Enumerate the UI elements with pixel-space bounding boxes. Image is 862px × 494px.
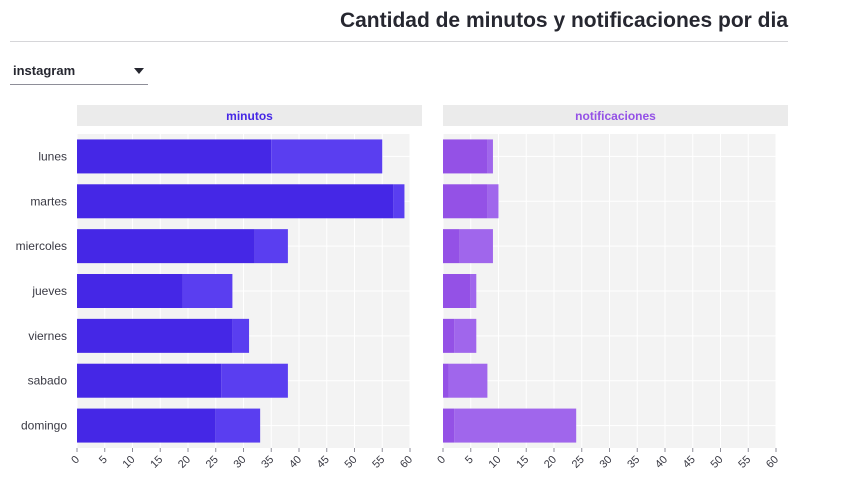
- x-tick-label-notificaciones: 35: [625, 454, 642, 471]
- x-tick-label-minutos: 35: [259, 454, 276, 471]
- bar-notificaciones-lunes-seg1: [487, 139, 493, 173]
- bar-minutos-sabado-seg1: [221, 364, 288, 398]
- bar-minutos-sabado-seg0: [77, 364, 221, 398]
- category-label: domingo: [21, 419, 67, 433]
- bar-notificaciones-jueves-seg0: [443, 274, 471, 308]
- bar-minutos-viernes-seg1: [232, 319, 249, 353]
- bar-minutos-lunes-seg1: [271, 139, 382, 173]
- category-label: sabado: [28, 374, 68, 388]
- bar-minutos-martes-seg1: [393, 184, 404, 218]
- bar-notificaciones-miercoles-seg1: [460, 229, 493, 263]
- x-tick-label-notificaciones: 40: [653, 454, 670, 471]
- x-tick-label-notificaciones: 30: [597, 454, 614, 471]
- category-label: martes: [30, 194, 67, 208]
- x-tick-label-notificaciones: 50: [708, 454, 725, 471]
- x-tick-label-minutos: 45: [315, 454, 332, 471]
- x-tick-label-minutos: 0: [69, 454, 82, 467]
- bar-notificaciones-domingo-seg0: [443, 409, 454, 443]
- x-tick-label-minutos: 55: [370, 454, 387, 471]
- bar-notificaciones-lunes-seg0: [443, 139, 487, 173]
- bar-notificaciones-viernes-seg0: [443, 319, 454, 353]
- bar-notificaciones-domingo-seg1: [454, 409, 576, 443]
- bar-notificaciones-miercoles-seg0: [443, 229, 460, 263]
- bar-minutos-domingo-seg0: [77, 409, 216, 443]
- x-tick-label-minutos: 15: [148, 454, 165, 471]
- x-tick-label-notificaciones: 10: [486, 454, 503, 471]
- bar-notificaciones-sabado-seg1: [449, 364, 488, 398]
- category-label: jueves: [31, 284, 67, 298]
- panel-title-minutos: minutos: [226, 109, 273, 123]
- bar-notificaciones-martes-seg1: [487, 184, 498, 218]
- bar-minutos-miercoles-seg0: [77, 229, 255, 263]
- bar-minutos-domingo-seg1: [216, 409, 260, 443]
- bar-minutos-jueves-seg0: [77, 274, 182, 308]
- bar-notificaciones-sabado-seg0: [443, 364, 449, 398]
- category-label: viernes: [28, 329, 67, 343]
- x-tick-label-notificaciones: 15: [514, 454, 531, 471]
- x-tick-label-notificaciones: 25: [570, 454, 587, 471]
- x-tick-label-notificaciones: 0: [435, 454, 448, 467]
- x-tick-label-minutos: 40: [287, 454, 304, 471]
- x-tick-label-minutos: 50: [342, 454, 359, 471]
- panel-title-notificaciones: notificaciones: [575, 109, 656, 123]
- bar-notificaciones-jueves-seg1: [471, 274, 477, 308]
- bar-minutos-lunes-seg0: [77, 139, 271, 173]
- x-tick-label-minutos: 30: [231, 454, 248, 471]
- bar-notificaciones-martes-seg0: [443, 184, 487, 218]
- x-tick-label-notificaciones: 5: [463, 454, 476, 467]
- x-tick-label-minutos: 10: [120, 454, 137, 471]
- bar-minutos-viernes-seg0: [77, 319, 232, 353]
- category-label: miercoles: [16, 239, 67, 253]
- x-tick-label-notificaciones: 20: [542, 454, 559, 471]
- x-tick-label-minutos: 5: [97, 454, 110, 467]
- bar-minutos-miercoles-seg1: [255, 229, 288, 263]
- x-tick-label-minutos: 20: [176, 454, 193, 471]
- category-label: lunes: [38, 149, 67, 163]
- bar-minutos-jueves-seg1: [182, 274, 232, 308]
- x-tick-label-notificaciones: 55: [736, 454, 753, 471]
- x-tick-label-minutos: 60: [398, 454, 415, 471]
- bar-notificaciones-viernes-seg1: [454, 319, 476, 353]
- bar-minutos-martes-seg0: [77, 184, 393, 218]
- x-tick-label-minutos: 25: [204, 454, 221, 471]
- x-tick-label-notificaciones: 60: [764, 454, 781, 471]
- x-tick-label-notificaciones: 45: [681, 454, 698, 471]
